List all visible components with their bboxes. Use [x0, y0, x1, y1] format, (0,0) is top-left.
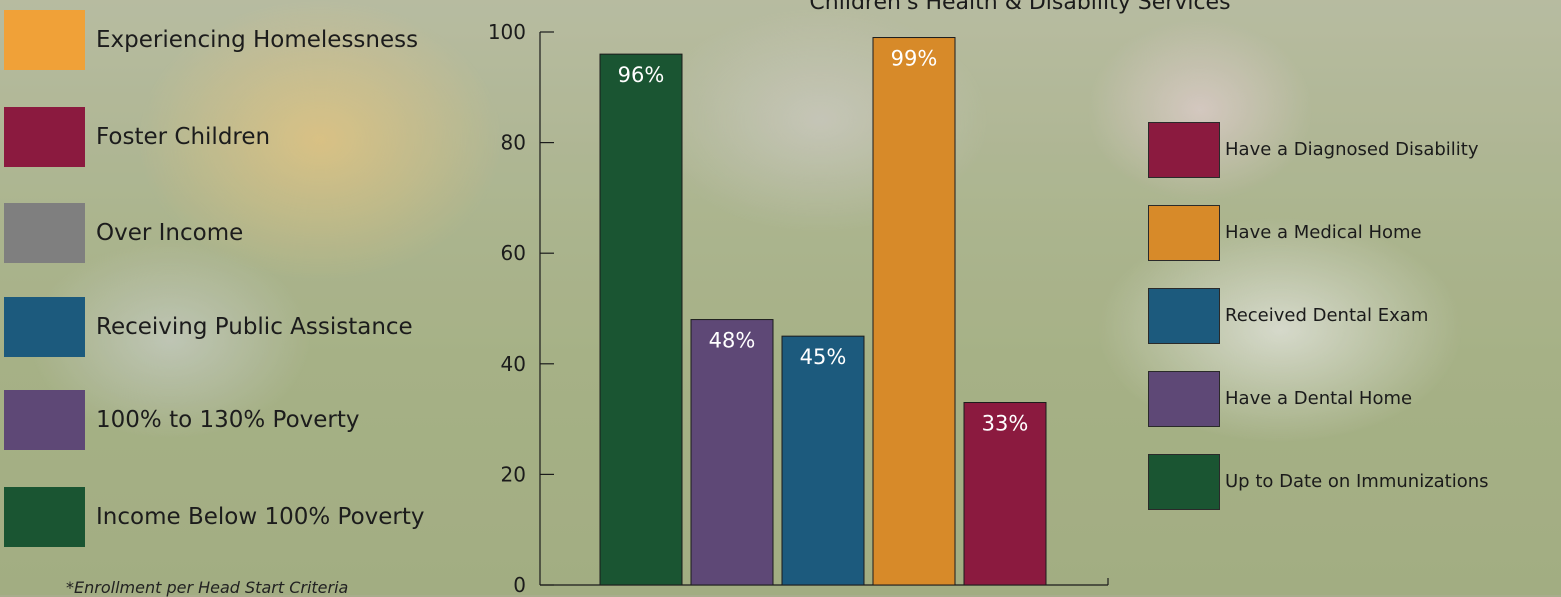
footnote: *Enrollment per Head Start Criteria	[66, 578, 349, 597]
legend-swatch	[4, 390, 85, 450]
legend-label: Income Below 100% Poverty	[96, 504, 425, 530]
legend-swatch	[1148, 288, 1220, 344]
y-tick-label: 0	[513, 573, 526, 595]
bar-value-label: 33%	[982, 412, 1029, 436]
chart-title: Children's Health & Disability Services	[809, 0, 1231, 15]
y-tick-label: 40	[501, 352, 526, 376]
legend-label: Have a Diagnosed Disability	[1225, 139, 1479, 160]
bar-value-label: 45%	[800, 345, 847, 369]
bar-value-label: 99%	[891, 47, 938, 71]
legend-swatch	[1148, 122, 1220, 178]
legend-swatch	[4, 10, 85, 70]
eligibility-legend-item: Over Income	[0, 203, 450, 263]
legend-label: Up to Date on Immunizations	[1225, 471, 1489, 492]
chart-legend-item: Have a Medical Home	[1140, 205, 1561, 261]
legend-label: 100% to 130% Poverty	[96, 407, 360, 433]
legend-swatch	[4, 297, 85, 357]
legend-swatch	[4, 107, 85, 167]
bar	[963, 402, 1047, 586]
bar	[781, 335, 865, 586]
y-tick-label: 20	[501, 462, 526, 486]
y-tick-label: 60	[501, 241, 526, 265]
legend-swatch	[4, 203, 85, 263]
legend-swatch	[1148, 205, 1220, 261]
bar-value-label: 48%	[709, 329, 756, 353]
chart-legend-item: Have a Dental Home	[1140, 371, 1561, 427]
legend-swatch	[4, 487, 85, 547]
y-tick-label: 80	[501, 131, 526, 155]
bar	[872, 37, 956, 586]
chart-legend-item: Have a Diagnosed Disability	[1140, 122, 1561, 178]
legend-label: Have a Medical Home	[1225, 222, 1422, 243]
eligibility-legend: Experiencing Homelessness Foster Childre…	[0, 0, 450, 597]
bar	[690, 319, 774, 586]
legend-label: Over Income	[96, 220, 244, 246]
legend-label: Received Dental Exam	[1225, 305, 1429, 326]
eligibility-legend-item: Receiving Public Assistance	[0, 297, 450, 357]
legend-label: Receiving Public Assistance	[96, 314, 413, 340]
eligibility-legend-item: Foster Children	[0, 107, 450, 167]
bar-value-label: 96%	[618, 63, 665, 87]
legend-label: Experiencing Homelessness	[96, 27, 419, 53]
chart-legend-item: Received Dental Exam	[1140, 288, 1561, 344]
legend-label: Foster Children	[96, 124, 271, 150]
eligibility-legend-item: 100% to 130% Poverty	[0, 390, 450, 450]
chart-legend-item: Up to Date on Immunizations	[1140, 454, 1561, 510]
chart-legend: Have a Diagnosed Disability Have a Medic…	[1140, 120, 1561, 520]
legend-label: Have a Dental Home	[1225, 388, 1413, 409]
y-tick-label: 100	[488, 20, 526, 44]
legend-swatch	[1148, 371, 1220, 427]
eligibility-legend-item: Experiencing Homelessness	[0, 10, 450, 70]
legend-swatch	[1148, 454, 1220, 510]
bar	[599, 53, 683, 586]
eligibility-legend-item: Income Below 100% Poverty	[0, 487, 450, 547]
